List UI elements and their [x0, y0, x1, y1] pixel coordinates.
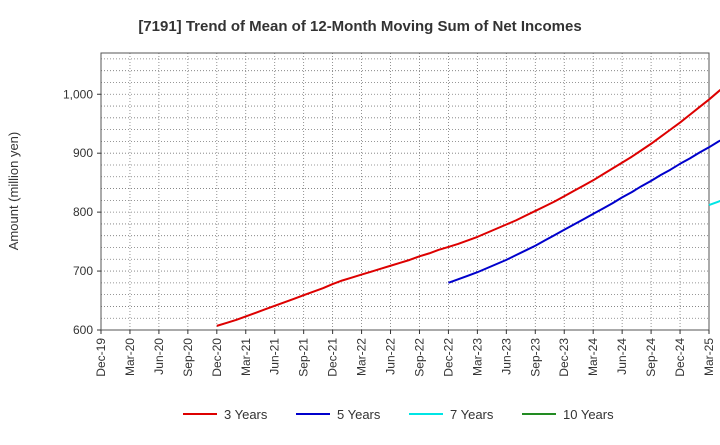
legend-label-3-years: 3 Years	[224, 407, 268, 422]
x-tick-label: Dec-23	[557, 338, 571, 377]
y-tick-label: 900	[73, 146, 93, 160]
x-tick-label: Sep-21	[297, 338, 311, 377]
x-tick-label: Dec-19	[94, 338, 108, 377]
x-tick-label: Dec-22	[441, 338, 455, 377]
grid	[100, 53, 710, 331]
x-tick-label: Mar-20	[123, 338, 137, 376]
y-tick-label: 800	[73, 205, 93, 219]
y-axis-label: Amount (million yen)	[6, 132, 21, 251]
x-tick-label: Jun-21	[268, 338, 282, 375]
series-group	[216, 88, 720, 327]
x-tick-label: Sep-20	[181, 338, 195, 377]
x-tick-label: Sep-22	[412, 338, 426, 377]
y-tick-label: 600	[73, 323, 93, 337]
legend: 3 Years 5 Years 7 Years 10 Years	[183, 407, 614, 422]
x-tick-label: Mar-25	[702, 338, 716, 376]
x-tick-label: Sep-24	[644, 338, 658, 377]
legend-label-7-years: 7 Years	[450, 407, 494, 422]
x-tick-label: Mar-24	[586, 338, 600, 376]
y-axis-ticks: 600 700 800 900 1,000	[63, 87, 101, 337]
legend-label-10-years: 10 Years	[563, 407, 614, 422]
x-tick-label: Jun-24	[615, 338, 629, 375]
x-tick-label: Dec-21	[326, 338, 340, 377]
series-line-5-years	[448, 139, 720, 284]
legend-label-5-years: 5 Years	[337, 407, 381, 422]
x-tick-label: Sep-23	[528, 338, 542, 377]
x-axis-ticks: Dec-19 Mar-20 Jun-20 Sep-20 Dec-20 Mar-21 Jun-…	[94, 330, 716, 377]
x-tick-label: Dec-24	[673, 338, 687, 377]
series-line-3-years	[216, 88, 720, 327]
chart-title: [7191] Trend of Mean of 12-Month Moving …	[138, 18, 581, 35]
x-tick-label: Dec-20	[210, 338, 224, 377]
x-tick-label: Jun-23	[499, 338, 513, 375]
x-tick-label: Jun-20	[152, 338, 166, 375]
x-tick-label: Mar-23	[470, 338, 484, 376]
x-tick-label: Mar-21	[239, 338, 253, 376]
series-line-7-years	[708, 199, 720, 206]
x-tick-label: Jun-22	[384, 338, 398, 375]
y-tick-label: 1,000	[63, 87, 93, 101]
x-tick-label: Mar-22	[355, 338, 369, 376]
y-tick-label: 700	[73, 264, 93, 278]
plot-frame	[100, 52, 710, 331]
